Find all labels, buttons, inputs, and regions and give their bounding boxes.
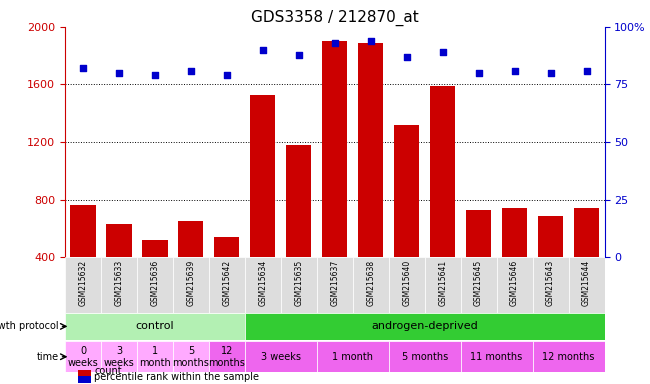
Text: GSM215636: GSM215636: [150, 260, 159, 306]
Bar: [65, 313, 245, 340]
Point: [78, 65, 88, 71]
Text: time: time: [36, 352, 58, 362]
Text: GSM215638: GSM215638: [366, 260, 375, 306]
Text: 1 month: 1 month: [332, 352, 373, 362]
Text: 0
weeks: 0 weeks: [68, 346, 98, 367]
Bar: [214, 237, 239, 315]
Bar: [574, 208, 599, 315]
Bar: [250, 94, 276, 315]
Bar: [538, 215, 563, 315]
Bar: [353, 257, 389, 313]
Text: GSM215634: GSM215634: [258, 260, 267, 306]
Bar: [502, 208, 527, 315]
Point: [330, 40, 340, 46]
Text: GSM215639: GSM215639: [187, 260, 196, 306]
Text: count: count: [94, 366, 122, 376]
Bar: [317, 341, 389, 372]
Bar: [142, 240, 168, 315]
Text: 3
weeks: 3 weeks: [103, 346, 135, 367]
Bar: [569, 257, 604, 313]
Bar: [389, 257, 424, 313]
Bar: [173, 341, 209, 372]
Text: 12 months: 12 months: [542, 352, 595, 362]
Text: GSM215633: GSM215633: [114, 260, 124, 306]
Text: GSM215641: GSM215641: [438, 260, 447, 306]
Bar: [101, 341, 137, 372]
Text: GSM215635: GSM215635: [294, 260, 304, 306]
Text: GSM215640: GSM215640: [402, 260, 411, 306]
Bar: [245, 313, 604, 340]
Bar: [178, 221, 203, 315]
Point: [222, 72, 232, 78]
Bar: [424, 257, 461, 313]
Text: GSM215637: GSM215637: [330, 260, 339, 306]
Bar: [107, 224, 131, 315]
Bar: [358, 43, 384, 315]
Text: 1
month: 1 month: [139, 346, 171, 367]
Bar: [173, 257, 209, 313]
Bar: [430, 86, 455, 315]
Bar: [137, 257, 173, 313]
Bar: [389, 341, 461, 372]
Bar: [461, 341, 532, 372]
Bar: [317, 257, 353, 313]
Bar: [245, 257, 281, 313]
Bar: [65, 341, 101, 372]
Point: [473, 70, 484, 76]
Text: GSM215632: GSM215632: [79, 260, 88, 306]
Bar: [394, 125, 419, 315]
Bar: [137, 341, 173, 372]
Text: 11 months: 11 months: [471, 352, 523, 362]
Point: [402, 54, 412, 60]
Bar: [497, 257, 532, 313]
Point: [510, 68, 520, 74]
Bar: [281, 257, 317, 313]
Point: [150, 72, 160, 78]
Bar: [209, 257, 245, 313]
Bar: [466, 210, 491, 315]
Text: 12
months: 12 months: [209, 346, 245, 367]
Text: 5 months: 5 months: [402, 352, 448, 362]
Bar: [322, 41, 347, 315]
Point: [186, 68, 196, 74]
Text: androgen-deprived: androgen-deprived: [371, 321, 478, 331]
Text: GSM215646: GSM215646: [510, 260, 519, 306]
Bar: [70, 205, 96, 315]
Point: [581, 68, 592, 74]
Point: [437, 49, 448, 55]
Bar: [245, 341, 317, 372]
Bar: [65, 257, 101, 313]
Text: GSM215642: GSM215642: [222, 260, 231, 306]
Text: GSM215643: GSM215643: [546, 260, 555, 306]
Text: GSM215644: GSM215644: [582, 260, 591, 306]
Point: [365, 38, 376, 44]
Bar: [532, 341, 605, 372]
Point: [257, 47, 268, 53]
Text: growth protocol: growth protocol: [0, 321, 58, 331]
Point: [294, 51, 304, 58]
Text: percentile rank within the sample: percentile rank within the sample: [94, 372, 259, 382]
Point: [545, 70, 556, 76]
Point: [114, 70, 124, 76]
Text: GSM215645: GSM215645: [474, 260, 483, 306]
Bar: [286, 145, 311, 315]
Bar: [532, 257, 569, 313]
Bar: [209, 341, 245, 372]
Text: 5
months: 5 months: [172, 346, 209, 367]
Text: 3 weeks: 3 weeks: [261, 352, 301, 362]
Bar: [461, 257, 497, 313]
Bar: [101, 257, 137, 313]
Title: GDS3358 / 212870_at: GDS3358 / 212870_at: [251, 9, 419, 25]
Text: control: control: [136, 321, 174, 331]
